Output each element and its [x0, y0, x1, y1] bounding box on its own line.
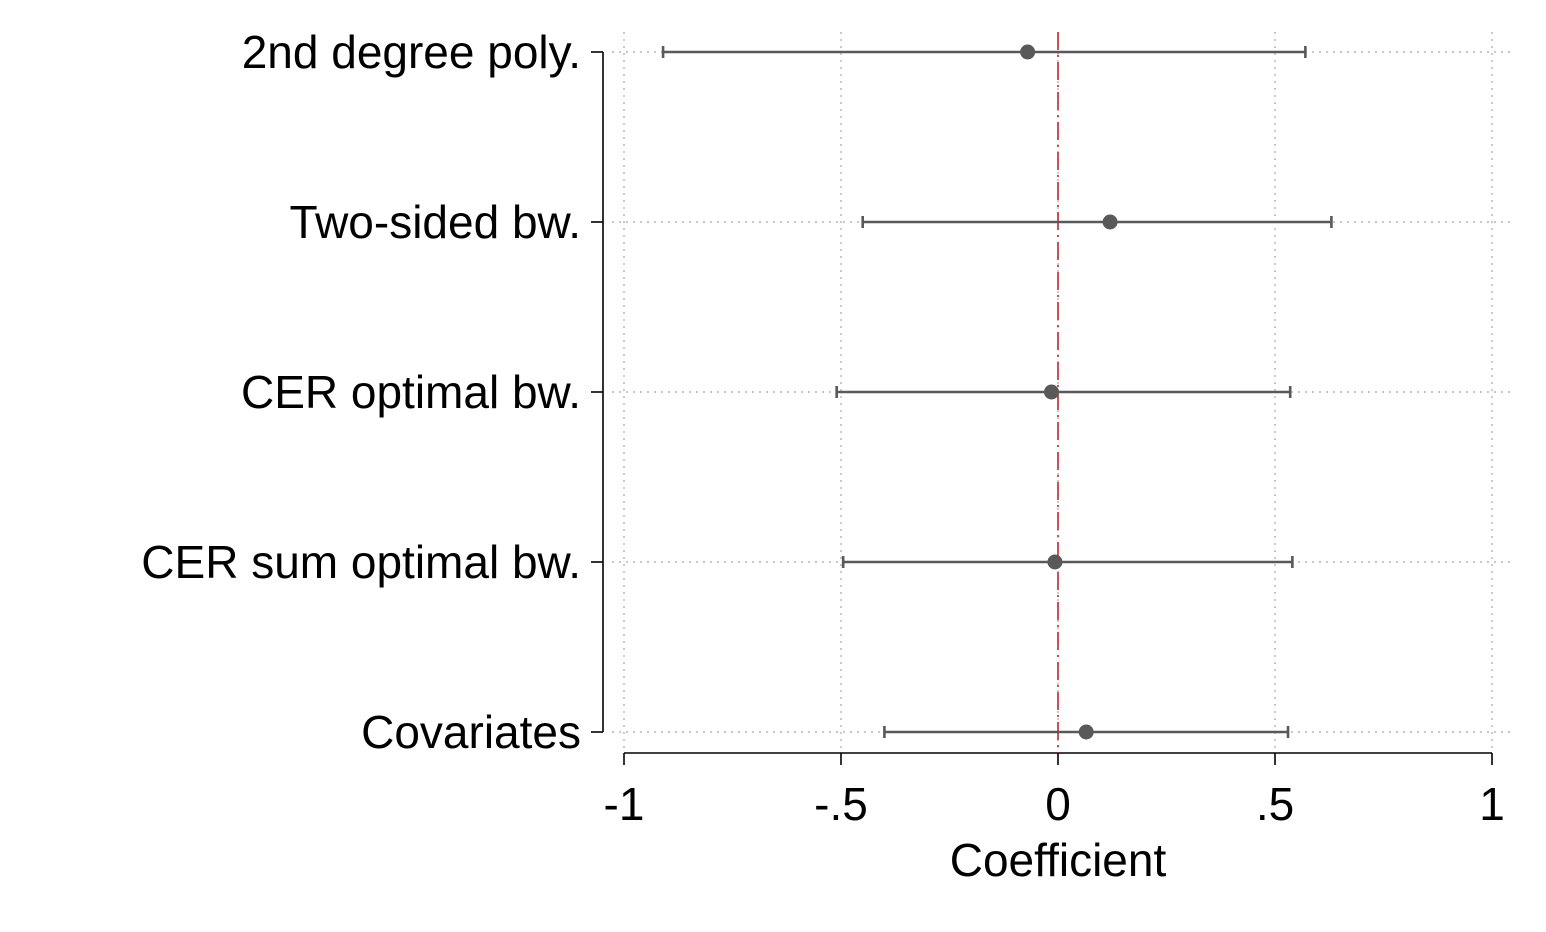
point-estimate	[1043, 384, 1059, 400]
y-tick-label: 2nd degree poly.	[242, 26, 581, 78]
point-estimate	[1020, 44, 1036, 60]
point-estimate	[1047, 554, 1063, 570]
x-tick-label: -.5	[814, 778, 868, 830]
axes	[591, 51, 1493, 765]
x-tick-label: .5	[1256, 778, 1294, 830]
y-tick-label: CER sum optimal bw.	[141, 536, 581, 588]
coefficient-marks	[661, 44, 1333, 740]
x-axis-title: Coefficient	[950, 834, 1167, 886]
x-tick-label: 0	[1045, 778, 1071, 830]
axis-labels: Coefficient 2nd degree poly. Two-sided bw…	[141, 26, 1505, 886]
y-tick-label: CER optimal bw.	[241, 366, 581, 418]
y-tick-label: Covariates	[361, 706, 581, 758]
point-estimate	[1102, 214, 1118, 230]
x-tick-label: 1	[1479, 778, 1505, 830]
y-tick-label: Two-sided bw.	[290, 196, 581, 248]
point-estimate	[1078, 724, 1094, 740]
x-tick-label: -1	[604, 778, 645, 830]
